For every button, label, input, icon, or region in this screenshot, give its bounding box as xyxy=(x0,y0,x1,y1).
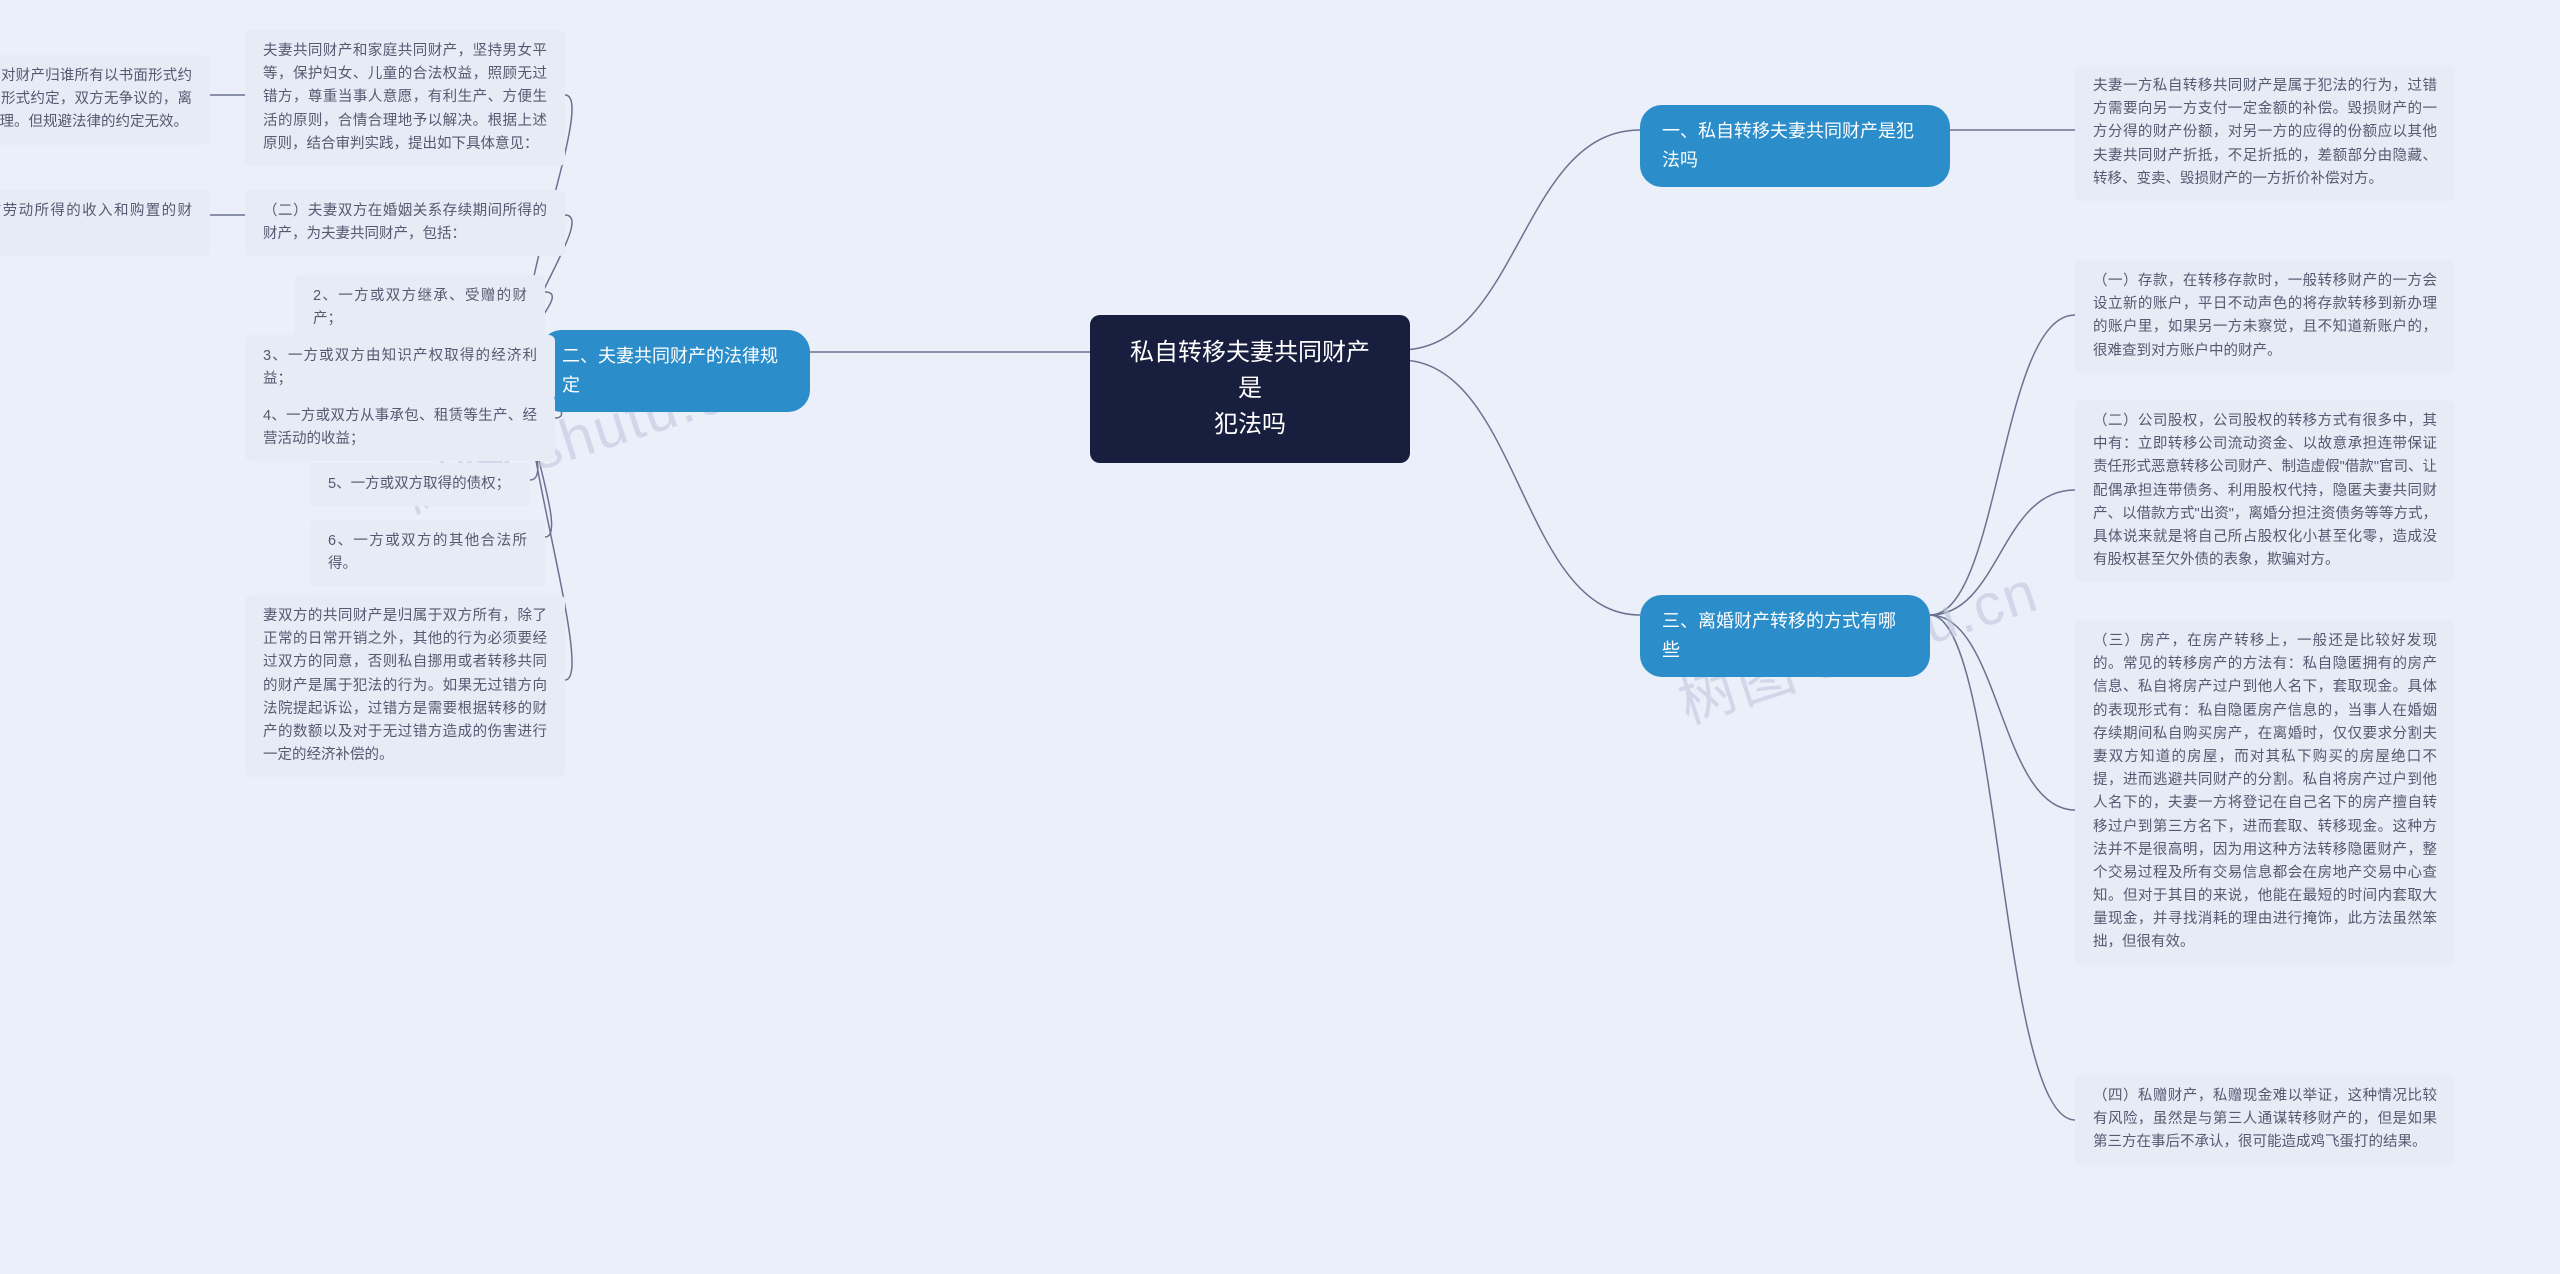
leaf-node[interactable]: 妻双方的共同财产是归属于双方所有，除了正常的日常开销之外，其他的行为必须要经过双… xyxy=(245,595,565,777)
leaf-node[interactable]: 夫妻一方私自转移共同财产是属于犯法的行为，过错方需要向另一方支付一定金额的补偿。… xyxy=(2075,65,2455,201)
leaf-node[interactable]: （一）夫妻双方对财产归谁所有以书面形式约定的，或以口头形式约定，双方无争议的，离… xyxy=(0,55,210,145)
branch-node-1[interactable]: 一、私自转移夫妻共同财产是犯法吗 xyxy=(1640,105,1950,187)
leaf-node[interactable]: （一）存款，在转移存款时，一般转移财产的一方会设立新的账户，平日不动声色的将存款… xyxy=(2075,260,2455,373)
leaf-node[interactable]: 1、一方或双方劳动所得的收入和购置的财产； xyxy=(0,190,210,256)
leaf-node[interactable]: 3、一方或双方由知识产权取得的经济利益； xyxy=(245,335,555,401)
root-node[interactable]: 私自转移夫妻共同财产是犯法吗 xyxy=(1090,315,1410,463)
branch-node-2[interactable]: 二、夫妻共同财产的法律规定 xyxy=(540,330,810,412)
leaf-node[interactable]: （四）私赠财产，私赠现金难以举证，这种情况比较有风险，虽然是与第三人通谋转移财产… xyxy=(2075,1075,2455,1165)
leaf-node[interactable]: 6、一方或双方的其他合法所得。 xyxy=(310,520,545,586)
leaf-node[interactable]: 夫妻共同财产和家庭共同财产，坚持男女平等，保护妇女、儿童的合法权益，照顾无过错方… xyxy=(245,30,565,166)
branch-node-3[interactable]: 三、离婚财产转移的方式有哪些 xyxy=(1640,595,1930,677)
leaf-node[interactable]: 4、一方或双方从事承包、租赁等生产、经营活动的收益； xyxy=(245,395,555,461)
leaf-node[interactable]: 5、一方或双方取得的债权； xyxy=(310,463,530,506)
leaf-node[interactable]: （二）夫妻双方在婚姻关系存续期间所得的财产，为夫妻共同财产，包括： xyxy=(245,190,565,256)
leaf-node[interactable]: （二）公司股权，公司股权的转移方式有很多中，其中有：立即转移公司流动资金、以故意… xyxy=(2075,400,2455,582)
leaf-node[interactable]: （三）房产，在房产转移上，一般还是比较好发现的。常见的转移房产的方法有：私自隐匿… xyxy=(2075,620,2455,965)
leaf-node[interactable]: 2、一方或双方继承、受赠的财产； xyxy=(295,275,545,341)
